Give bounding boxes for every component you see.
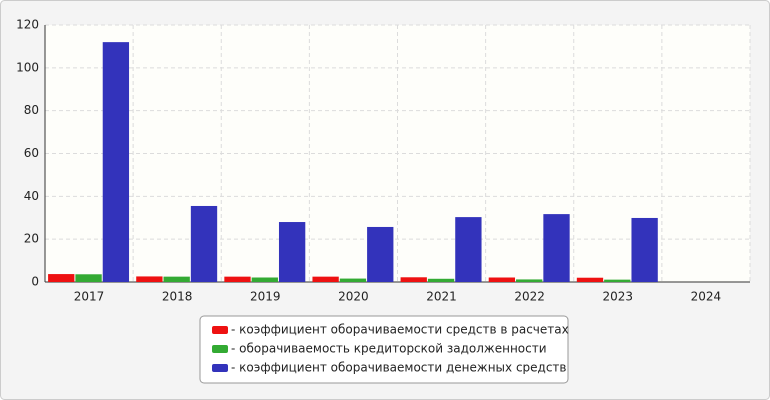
bar — [102, 42, 130, 283]
bar — [367, 226, 394, 282]
bar — [488, 277, 516, 282]
bar — [163, 276, 190, 282]
legend-swatch — [212, 326, 228, 334]
x-tick-label: 2018 — [162, 290, 193, 304]
bar — [604, 279, 631, 282]
y-tick-label: 120 — [16, 18, 39, 32]
x-tick-label: 2022 — [514, 290, 545, 304]
x-tick-label: 2020 — [338, 290, 369, 304]
bar — [136, 276, 163, 282]
bar — [339, 278, 367, 282]
y-tick-label: 40 — [24, 189, 39, 203]
bar — [516, 279, 543, 282]
bar — [631, 217, 658, 282]
bar — [251, 277, 278, 282]
y-tick-label: 0 — [31, 275, 39, 289]
legend-label: - оборачиваемость кредиторской задолженн… — [231, 342, 547, 356]
bar — [190, 205, 218, 282]
legend-swatch — [212, 345, 228, 353]
bar — [427, 278, 455, 282]
bar — [576, 277, 604, 282]
bar — [224, 276, 251, 282]
bar — [455, 217, 482, 282]
y-tick-label: 100 — [16, 60, 39, 74]
bar — [278, 222, 306, 282]
legend-swatch — [212, 364, 228, 372]
x-tick-label: 2024 — [691, 290, 722, 304]
y-tick-label: 60 — [24, 146, 39, 160]
bar — [400, 277, 427, 282]
y-tick-label: 20 — [24, 232, 39, 246]
x-tick-label: 2019 — [250, 290, 281, 304]
legend-label: - коэффициент оборачиваемости денежных с… — [231, 361, 567, 375]
legend — [199, 315, 569, 384]
bar — [75, 274, 102, 282]
legend-label: - коэффициент оборачиваемости средств в … — [231, 323, 569, 337]
x-tick-label: 2023 — [603, 290, 634, 304]
bar — [312, 276, 339, 282]
y-tick-label: 80 — [24, 103, 39, 117]
bar — [48, 274, 75, 282]
x-tick-label: 2021 — [426, 290, 457, 304]
bar — [543, 214, 570, 282]
x-tick-label: 2017 — [74, 290, 105, 304]
